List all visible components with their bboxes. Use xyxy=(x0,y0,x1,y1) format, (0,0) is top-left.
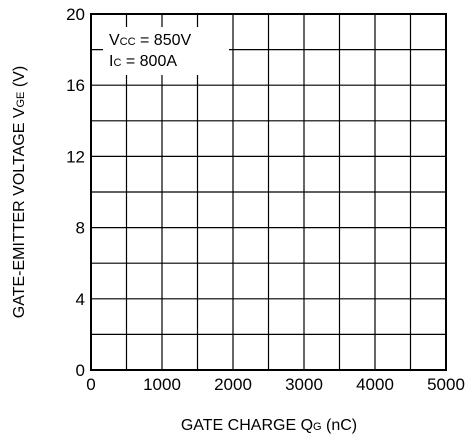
x-axis-label-sub: G xyxy=(313,421,322,433)
y-tick-label: 20 xyxy=(66,5,85,24)
x-axis-label-unit: (nC) xyxy=(322,417,358,434)
annotation-background xyxy=(103,27,229,75)
y-tick-label: 8 xyxy=(76,219,85,238)
annotation-box: VCC = 850V IC = 800A xyxy=(109,32,191,70)
grid-lines xyxy=(91,14,446,370)
x-tick-label: 0 xyxy=(86,375,95,394)
x-tick-label: 3000 xyxy=(285,375,323,394)
annotation-line: VCC = 850V xyxy=(109,32,191,49)
y-axis-label: GATE-EMITTER VOLTAGE VGE (V) xyxy=(11,66,28,318)
y-tick-label: 16 xyxy=(66,76,85,95)
x-tick-labels: 0 1000 2000 3000 4000 5000 xyxy=(86,375,465,394)
y-tick-label: 0 xyxy=(76,361,85,380)
x-tick-label: 5000 xyxy=(427,375,465,394)
x-axis-label: GATE CHARGE QG (nC) xyxy=(181,417,357,434)
x-axis-label-main: GATE CHARGE Q xyxy=(181,417,313,434)
x-tick-label: 1000 xyxy=(143,375,181,394)
y-tick-labels: 0 4 8 12 16 20 xyxy=(66,5,85,380)
x-tick-label: 2000 xyxy=(214,375,252,394)
x-tick-label: 4000 xyxy=(356,375,394,394)
y-tick-label: 4 xyxy=(76,290,85,309)
y-axis-label-unit: (V) xyxy=(11,66,28,92)
plot-frame xyxy=(90,13,447,371)
y-axis-label-sub: GE xyxy=(15,92,27,108)
y-tick-label: 12 xyxy=(66,147,85,166)
annotation-line: IC = 800A xyxy=(109,53,177,70)
y-axis-label-main: GATE-EMITTER VOLTAGE V xyxy=(11,107,28,318)
